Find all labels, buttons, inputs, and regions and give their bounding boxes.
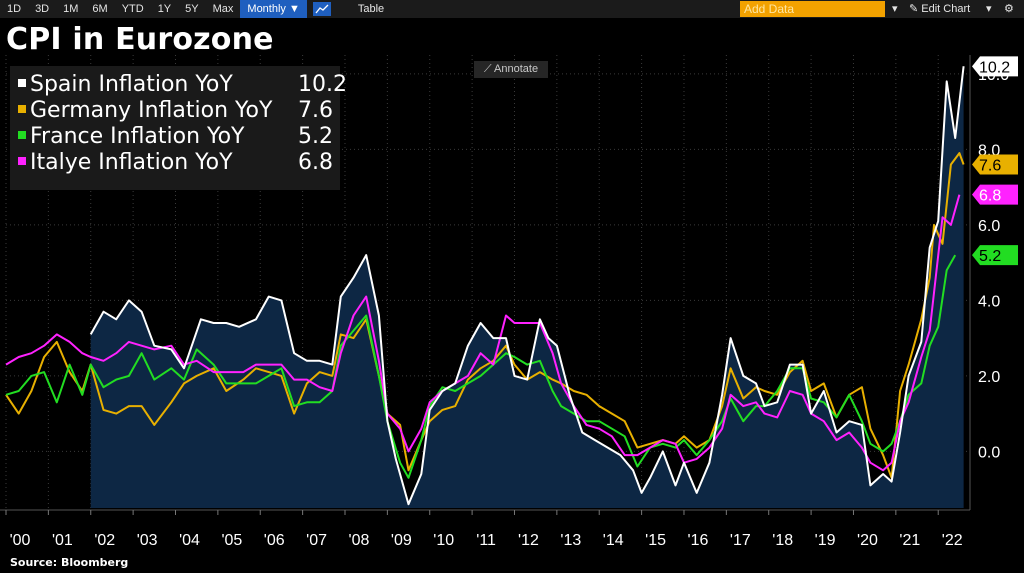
range-button-ytd[interactable]: YTD bbox=[121, 3, 144, 15]
legend-label: France Inflation YoY bbox=[30, 124, 245, 149]
series-line-france bbox=[5, 254, 957, 479]
last-value-label-germany: 7.6 bbox=[979, 157, 1001, 174]
y-tick-label: 4.0 bbox=[978, 293, 1000, 310]
series-line-italy bbox=[5, 194, 961, 472]
range-button-1y[interactable]: 1Y bbox=[157, 3, 172, 15]
chart-title: CPI in Eurozone bbox=[6, 22, 274, 57]
chevron-down-icon[interactable]: ▾ bbox=[892, 3, 898, 15]
pencil-icon: ✎ bbox=[909, 3, 919, 15]
legend-value: 6.8 bbox=[298, 150, 333, 175]
last-value-label-france: 5.2 bbox=[979, 248, 1001, 265]
x-tick-label: '07 bbox=[306, 532, 327, 549]
last-value-tag-germany bbox=[972, 154, 1018, 175]
x-tick-label: '03 bbox=[137, 532, 158, 549]
x-tick-label: '02 bbox=[94, 532, 115, 549]
x-tick-label: '01 bbox=[52, 532, 73, 549]
legend-swatch bbox=[18, 131, 26, 139]
legend-swatch bbox=[18, 157, 26, 165]
legend-value: 10.2 bbox=[298, 72, 347, 97]
x-tick-label: '04 bbox=[179, 532, 200, 549]
x-tick-label: '13 bbox=[560, 532, 581, 549]
legend-label: Germany Inflation YoY bbox=[30, 98, 273, 123]
pencil-icon: ⟋ bbox=[483, 63, 492, 75]
range-button-max[interactable]: Max bbox=[212, 3, 234, 15]
legend-label: Italye Inflation YoY bbox=[30, 150, 233, 175]
range-button-3d[interactable]: 3D bbox=[35, 3, 50, 15]
legend-swatch bbox=[18, 79, 26, 87]
last-value-label-italy: 6.8 bbox=[979, 188, 1001, 205]
range-button-5y[interactable]: 5Y bbox=[185, 3, 199, 15]
chevron-down-icon[interactable]: ▾ bbox=[986, 3, 992, 15]
legend-value: 5.2 bbox=[298, 124, 333, 149]
x-tick-label: '19 bbox=[815, 532, 836, 549]
edit-chart-label: Edit Chart bbox=[921, 3, 971, 15]
legend-item-italy[interactable]: Italye Inflation YoY 6.8 bbox=[18, 150, 333, 176]
legend-swatch bbox=[18, 105, 26, 113]
y-tick-label: 2.0 bbox=[978, 369, 1000, 386]
x-tick-label: '17 bbox=[730, 532, 751, 549]
range-button-6m[interactable]: 6M bbox=[92, 3, 108, 15]
table-button[interactable]: Table bbox=[357, 3, 385, 15]
range-button-1d[interactable]: 1D bbox=[7, 3, 22, 15]
x-tick-label: '15 bbox=[645, 532, 666, 549]
x-tick-label: '18 bbox=[772, 532, 793, 549]
x-tick-label: '08 bbox=[349, 532, 370, 549]
x-tick-label: '05 bbox=[221, 532, 242, 549]
x-tick-label: '12 bbox=[518, 532, 539, 549]
x-tick-label: '21 bbox=[899, 532, 920, 549]
annotate-button[interactable]: ⟋ Annotate bbox=[474, 61, 548, 78]
x-tick-label: '22 bbox=[942, 532, 963, 549]
x-tick-label: '20 bbox=[857, 532, 878, 549]
source-note: Source: Bloomberg bbox=[10, 556, 129, 569]
annotate-label: Annotate bbox=[494, 63, 539, 75]
last-value-tag-spain bbox=[972, 56, 1018, 77]
add-data-input[interactable]: Add Data bbox=[740, 1, 885, 17]
frequency-dropdown[interactable]: Monthly ▼ bbox=[240, 0, 307, 18]
y-tick-label: 0.0 bbox=[978, 444, 1000, 461]
last-value-tag-italy bbox=[972, 184, 1018, 205]
x-tick-label: '14 bbox=[603, 532, 624, 549]
last-value-label-spain: 10.2 bbox=[979, 59, 1010, 76]
legend-value: 7.6 bbox=[298, 98, 333, 123]
series-line-spain bbox=[89, 66, 965, 506]
x-tick-label: '09 bbox=[391, 532, 412, 549]
legend-item-france[interactable]: France Inflation YoY 5.2 bbox=[18, 124, 333, 150]
edit-chart-button[interactable]: ✎ Edit Chart bbox=[909, 0, 970, 18]
legend-item-spain[interactable]: Spain Inflation YoY 10.2 bbox=[18, 72, 347, 98]
last-value-tag-france bbox=[972, 245, 1018, 266]
x-tick-label: '16 bbox=[688, 532, 709, 549]
line-chart-icon[interactable] bbox=[312, 2, 331, 16]
x-tick-label: '06 bbox=[264, 532, 285, 549]
x-tick-label: '00 bbox=[10, 532, 31, 549]
legend-item-germany[interactable]: Germany Inflation YoY 7.6 bbox=[18, 98, 333, 124]
range-button-1m[interactable]: 1M bbox=[63, 3, 79, 15]
x-tick-label: '10 bbox=[433, 532, 454, 549]
x-tick-label: '11 bbox=[476, 532, 496, 549]
gear-icon[interactable]: ⚙ bbox=[1004, 3, 1014, 15]
legend-label: Spain Inflation YoY bbox=[30, 72, 233, 97]
y-tick-label: 6.0 bbox=[978, 218, 1000, 235]
chart-legend: Spain Inflation YoY 10.2 Germany Inflation… bbox=[10, 66, 347, 190]
